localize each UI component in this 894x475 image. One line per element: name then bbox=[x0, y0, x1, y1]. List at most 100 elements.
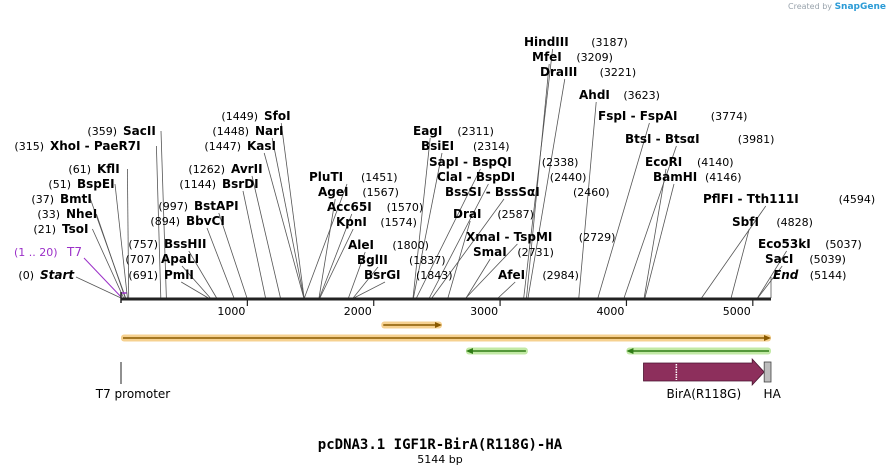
site-name: BbvCI bbox=[186, 214, 225, 228]
site-bamhi: BamHI (4146) bbox=[653, 170, 742, 184]
orf-arrowhead bbox=[434, 322, 442, 328]
site-name: BglII bbox=[357, 253, 388, 267]
site-name: BssHII bbox=[164, 237, 206, 251]
site-position: (4828) bbox=[776, 216, 813, 229]
site-bmti: BmtI (37) bbox=[31, 192, 91, 206]
site-bsiei: BsiEI (2314) bbox=[421, 139, 510, 153]
site-name: MfeI bbox=[532, 50, 562, 64]
site-leader-line bbox=[578, 101, 597, 299]
site-leader-line bbox=[180, 281, 209, 299]
site-leader-line bbox=[319, 213, 353, 299]
site-position: (315) bbox=[14, 140, 44, 153]
site-leader-line bbox=[271, 137, 305, 299]
site-position: (1448) bbox=[212, 125, 249, 138]
axis-tick-label: 4000 bbox=[596, 305, 624, 318]
site-leader-line bbox=[523, 48, 553, 299]
map-subtitle: 5144 bp bbox=[417, 453, 462, 466]
site-leader-line bbox=[348, 251, 366, 299]
site-leader-line bbox=[526, 63, 550, 299]
site-bsshii: BssHII (757) bbox=[128, 237, 206, 251]
site-leader-line bbox=[701, 205, 767, 299]
site-pflfi-tth111i: PflFI - Tth111I (4594) bbox=[703, 192, 875, 206]
site-xmai-tspmi: XmaI - TspMI (2729) bbox=[466, 230, 615, 244]
site-name: TsoI bbox=[62, 222, 88, 236]
site-leader-line bbox=[263, 152, 305, 299]
site-leader-line bbox=[303, 183, 348, 299]
axis-tick-label: 1000 bbox=[217, 305, 245, 318]
site-afei: AfeI (2984) bbox=[498, 268, 579, 282]
site-leader-line bbox=[730, 228, 750, 299]
site-name: AleI bbox=[348, 238, 374, 252]
site-leader-line bbox=[431, 198, 505, 299]
site-position: (0) bbox=[18, 269, 34, 282]
axis-tick-label: 2000 bbox=[344, 305, 372, 318]
site-name: KasI bbox=[247, 139, 276, 153]
site-leader-line bbox=[416, 168, 481, 299]
site-name: End bbox=[773, 268, 799, 282]
site-position: (2731) bbox=[517, 246, 554, 259]
site-name: Eco53kI bbox=[758, 237, 811, 251]
site-leader-line bbox=[92, 228, 125, 299]
site-name: EcoRI bbox=[645, 155, 682, 169]
site-leader-line bbox=[280, 122, 305, 299]
site-leader-line bbox=[644, 183, 675, 299]
site-leader-line bbox=[160, 130, 167, 299]
site-ecori: EcoRI (4140) bbox=[645, 155, 734, 169]
site-position: (359) bbox=[87, 125, 117, 138]
site-position: (4146) bbox=[705, 171, 742, 184]
site-position: (1144) bbox=[179, 178, 216, 191]
site-eco53ki: Eco53kI (5037) bbox=[758, 237, 862, 251]
site-leader-line bbox=[156, 145, 162, 299]
site-position: (894) bbox=[150, 215, 180, 228]
feature-label: HA bbox=[764, 387, 782, 401]
site-agei: AgeI (1567) bbox=[318, 185, 399, 199]
site-name: XmaI - TspMI bbox=[466, 230, 552, 244]
site-leader-line bbox=[127, 168, 130, 299]
site-pmli: PmlI (691) bbox=[128, 268, 193, 282]
site-position: (3981) bbox=[738, 133, 775, 146]
site-name: AfeI bbox=[498, 268, 525, 282]
site-sacii: SacII (359) bbox=[87, 124, 155, 138]
site-position: (2314) bbox=[473, 140, 510, 153]
site-name: BstAPI bbox=[194, 199, 239, 213]
site-ahdi: AhdI (3623) bbox=[579, 88, 660, 102]
site-name: ApaLI bbox=[161, 252, 199, 266]
site-leader-line bbox=[497, 281, 516, 299]
site-position: (997) bbox=[158, 200, 188, 213]
site-tsoi: TsoI (21) bbox=[33, 222, 88, 236]
site-position: (1567) bbox=[362, 186, 399, 199]
site-position: (3209) bbox=[576, 51, 613, 64]
site-position: (1570) bbox=[387, 201, 424, 214]
site-name: SfoI bbox=[264, 109, 291, 123]
site-acc65i: Acc65I (1570) bbox=[327, 200, 423, 214]
site-name: BsiEI bbox=[421, 139, 454, 153]
site-sfoi: SfoI (1449) bbox=[221, 109, 290, 123]
site-position: (3623) bbox=[623, 89, 660, 102]
site-position: (2984) bbox=[542, 269, 579, 282]
site-leader-line bbox=[527, 78, 566, 299]
site-position: (1451) bbox=[361, 171, 398, 184]
feature-track: T7 promoter BirA(R118G) HA bbox=[95, 357, 782, 401]
primer-t7: (1 .. 20) T7 bbox=[14, 245, 82, 259]
feature-ha: HA bbox=[764, 361, 782, 401]
site-end: End (5144) bbox=[773, 268, 846, 282]
site-mfei: MfeI (3209) bbox=[532, 50, 613, 64]
site-position: (37) bbox=[31, 193, 54, 206]
site-position: (5039) bbox=[809, 253, 846, 266]
site-draiii: DraIII (3221) bbox=[540, 65, 636, 79]
site-position: (4594) bbox=[839, 193, 876, 206]
orf-arrow-1 bbox=[121, 334, 771, 342]
site-name: AgeI bbox=[318, 185, 348, 199]
site-position: (1449) bbox=[221, 110, 258, 123]
site-avrii: AvrII (1262) bbox=[188, 162, 262, 176]
site-eagi: EagI (2311) bbox=[413, 124, 494, 138]
site-position: (1447) bbox=[204, 140, 241, 153]
feature-label: BirA(R118G) bbox=[667, 387, 742, 401]
site-leader-line bbox=[114, 183, 128, 299]
site-hindiii: HindIII (3187) bbox=[524, 35, 628, 49]
site-name: SapI - BspQI bbox=[429, 155, 512, 169]
site-name: SmaI bbox=[473, 245, 507, 259]
site-position: (21) bbox=[33, 223, 56, 236]
site-bstapi: BstAPI (997) bbox=[158, 199, 238, 213]
site-sbfi: SbfI (4828) bbox=[732, 215, 813, 229]
